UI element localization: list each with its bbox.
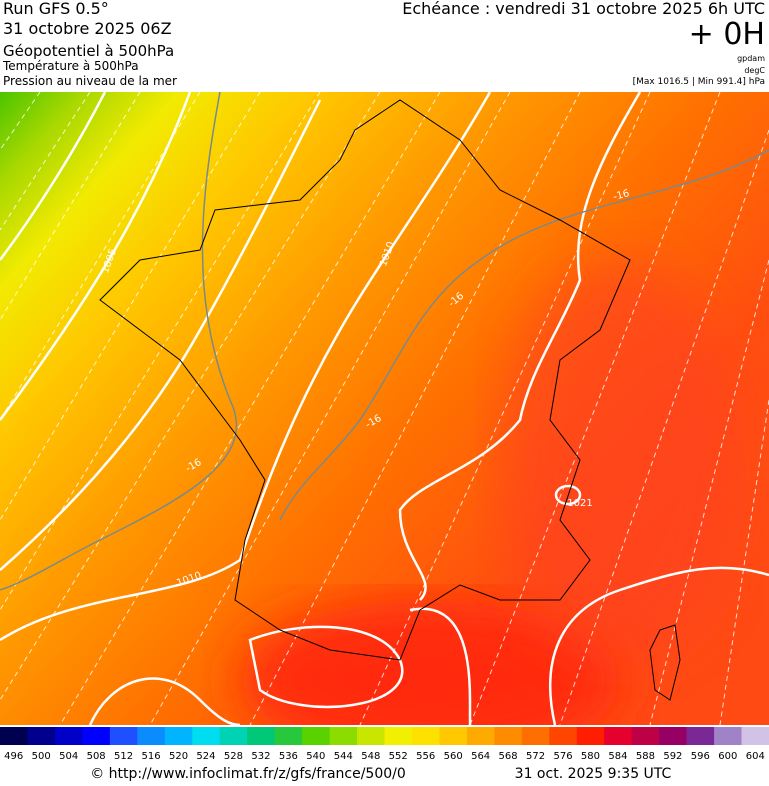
pressure-contour [554, 484, 582, 506]
legend-label: 604 [746, 751, 765, 762]
legend-label: 524 [196, 751, 215, 762]
legend-swatch [549, 727, 578, 745]
legend-swatch [357, 727, 385, 745]
legend-label: 580 [581, 751, 600, 762]
geopotential-contour [0, 92, 192, 421]
legend-swatch [384, 727, 413, 745]
legend-swatch [604, 727, 633, 745]
legend-swatch [82, 727, 111, 745]
legend-label: 528 [224, 751, 243, 762]
geopotential-contour [0, 92, 107, 261]
legend-swatch [302, 727, 331, 745]
unit-temp: degC [744, 66, 765, 75]
legend-swatch [109, 727, 138, 745]
legend-label: 540 [306, 751, 325, 762]
legend-swatch [0, 727, 28, 745]
legend-label: 532 [251, 751, 270, 762]
legend-swatch [466, 727, 495, 745]
forecast: Echéance : vendredi 31 octobre 2025 6h U… [402, 0, 765, 18]
legend-swatch [274, 727, 303, 745]
legend-label: 516 [142, 751, 161, 762]
legend-label: 504 [59, 751, 78, 762]
legend-swatch [521, 727, 550, 745]
geopotential-contour [398, 92, 642, 601]
legend-swatch [27, 727, 56, 745]
geopotential-contour [0, 92, 492, 642]
legend-swatch [137, 727, 166, 745]
legend-label: 496 [4, 751, 23, 762]
legend-label: 556 [416, 751, 435, 762]
pressure-contour [88, 677, 241, 725]
temperature-isoline [0, 92, 769, 725]
legend-label: 536 [279, 751, 298, 762]
legend-label: 548 [361, 751, 380, 762]
legend-label: 576 [553, 751, 572, 762]
legend-swatch [411, 727, 440, 745]
title: Géopotentiel à 500hPa [3, 42, 174, 60]
contour-label: 1021 [567, 498, 592, 509]
unit-geo: gpdam [737, 54, 765, 63]
legend-label: 520 [169, 751, 188, 762]
france-border [99, 99, 631, 661]
legend-label: 592 [663, 751, 682, 762]
legend-swatch [741, 727, 769, 745]
legend-swatch [439, 727, 468, 745]
timestamp: 31 oct. 2025 9:35 UTC [515, 766, 672, 782]
offset: + 0H [689, 17, 765, 52]
legend-swatch [659, 727, 688, 745]
legend-swatch [219, 727, 248, 745]
legend-label: 552 [389, 751, 408, 762]
legend-label: 572 [526, 751, 545, 762]
legend-label: 508 [87, 751, 106, 762]
legend-label: 560 [444, 751, 463, 762]
geopotential-contour [0, 99, 322, 571]
color-legend: 496 500 504 508 512 516 520 524 528 532 536 540 544 5… [0, 727, 769, 762]
run-date: 31 octobre 2025 06Z [3, 19, 172, 38]
warm-area [240, 600, 620, 725]
temperature-contour [0, 92, 238, 591]
pressure: Pression au niveau de la mer [3, 74, 177, 88]
legend-swatch [192, 727, 221, 745]
contour-label: -16 [612, 188, 631, 203]
pressure-contour [409, 607, 472, 725]
temperature-contour [279, 149, 769, 521]
pressure-contour [548, 566, 769, 725]
legend-swatch [631, 727, 660, 745]
legend-label: 544 [334, 751, 353, 762]
corsica-border [649, 624, 681, 701]
legend-label: 584 [608, 751, 627, 762]
legend-label: 600 [718, 751, 737, 762]
range: [Max 1016.5 | Min 991.4] hPa [633, 77, 765, 87]
legend-swatch [54, 727, 83, 745]
legend-swatch [576, 727, 605, 745]
legend-swatch [247, 727, 276, 745]
legend-label: 500 [32, 751, 51, 762]
legend-label: 588 [636, 751, 655, 762]
legend-swatch [329, 727, 358, 745]
legend-swatch [714, 727, 743, 745]
source: © http://www.infoclimat.fr/z/gfs/france/… [90, 766, 406, 782]
legend-label: 564 [471, 751, 490, 762]
legend-label: 596 [691, 751, 710, 762]
run: Run GFS 0.5° [3, 0, 109, 18]
legend-swatch [164, 727, 193, 745]
legend-swatch [494, 727, 523, 745]
subtitle: Température à 500hPa [2, 59, 139, 73]
legend-label: 512 [114, 751, 133, 762]
legend-label: 568 [499, 751, 518, 762]
legend-swatch [686, 727, 715, 745]
